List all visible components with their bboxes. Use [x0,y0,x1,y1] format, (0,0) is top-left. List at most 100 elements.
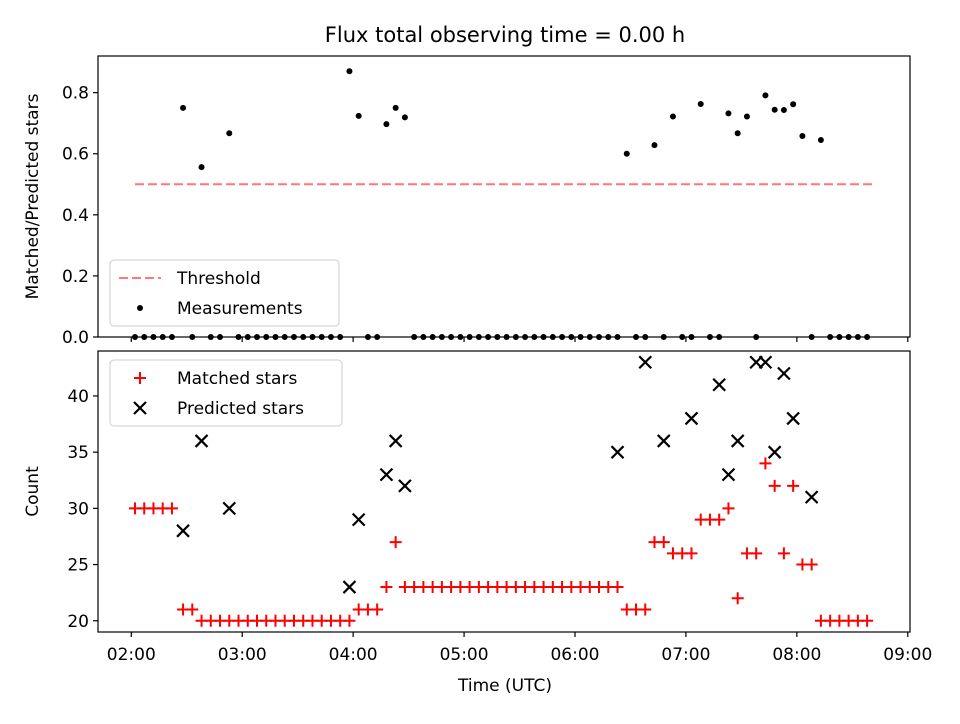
measurement-point [346,68,353,75]
predicted-stars-point [656,434,671,448]
measurement-point [771,106,778,113]
legend-box [109,259,340,327]
measurement-point [392,104,399,111]
y-tick-label: 0.4 [62,206,89,226]
matched-stars-point [750,547,763,560]
predicted-stars-point [777,366,791,381]
legend-label: Predicted stars [177,399,304,419]
matched-stars-point [186,603,199,616]
y-tick-label: 0.6 [62,145,89,165]
matched-stars-point [759,457,772,470]
predicted-stars-point [767,445,782,459]
matched-stars-point [380,581,393,594]
matched-stars-point [768,479,781,492]
legend-label: Matched stars [177,369,297,389]
legend-matched-swatch [134,372,146,384]
measurement-point [790,101,797,108]
measurement-point [725,110,732,117]
measurement-point [180,104,187,111]
matched-stars-point [657,536,670,549]
measurement-point [401,114,408,121]
matched-stars-point [713,513,726,526]
matched-stars-point [787,479,800,492]
predicted-stars-point [804,490,819,504]
x-tick-label: 05:00 [440,645,489,665]
matched-stars-point [805,558,818,571]
measurement-point [799,133,806,140]
predicted-stars-point [721,467,736,482]
matched-stars-point [861,614,874,627]
predicted-stars-point [351,512,366,527]
y-tick-label: 20 [67,612,89,632]
top-panel: 0.00.20.40.60.8 Matched/Predicted stars … [23,55,911,348]
top-plot-frame [97,55,911,338]
x-axis-label: Time (UTC) [457,676,552,696]
y-tick-label: 40 [67,387,89,407]
predicted-stars-point [388,434,403,448]
legend-box [109,359,343,427]
y-tick-label: 0.2 [62,267,89,287]
bottom-plot-area [128,355,874,627]
legend-label: Measurements [177,299,303,319]
top-plot-area [131,68,875,340]
bottom-panel: 02:00 03:00 04:00 05:00 06:00 07:00 08:00 09:00… [23,350,932,665]
predicted-stars-point [730,434,745,448]
x-tick-label: 06:00 [550,645,599,665]
measurement-point [383,121,390,128]
predicted-stars-point [176,524,190,538]
measurement-point [355,112,362,119]
matched-stars-point [389,536,402,549]
measurement-point [817,136,824,143]
matched-stars-point [165,502,178,515]
y-tick-label: 0.0 [62,328,89,348]
measurement-point [762,92,769,99]
measurement-point [623,150,630,157]
top-legend: Threshold Measurements [109,259,340,327]
matched-stars-point [639,603,652,616]
legend-label: Threshold [176,269,261,289]
x-tick-label: 03:00 [218,645,267,665]
predicted-stars-point [712,377,726,392]
predicted-stars-point [684,411,699,426]
measurement-point [780,107,787,114]
predicted-stars-point [222,501,237,516]
predicted-stars-point [758,355,773,370]
matched-stars-point [731,592,744,605]
top-y-axis-label: Matched/Predicted stars [23,93,43,299]
matched-stars-point [371,603,384,616]
chart-title: Flux total observing time = 0.00 h [325,23,685,47]
legend-predicted-swatch [133,401,147,415]
x-tick-label: 07:00 [661,645,710,665]
predicted-stars-point [342,580,357,594]
predicted-stars-point [398,479,412,493]
predicted-stars-point [379,467,394,482]
measurement-point [743,113,750,120]
y-tick-label: 0.8 [62,84,89,104]
bottom-legend: Matched stars Predicted stars [109,359,343,427]
y-tick-label: 25 [67,556,89,576]
matched-stars-point [343,614,356,627]
matched-stars-point [685,547,698,560]
measurement-point [226,130,233,137]
measurement-point [734,130,741,137]
matched-stars-point [777,547,790,560]
x-tick-label: 04:00 [329,645,378,665]
legend-measurements-swatch [137,305,143,311]
bottom-y-axis-label: Count [23,466,43,517]
y-tick-label: 35 [67,443,89,463]
top-axis-ticks: 0.0 0.2 0.4 0.6 0.8 [62,84,909,348]
bottom-plot-frame [97,350,911,633]
measurement-point [697,100,704,107]
predicted-stars-point [638,355,653,370]
y-tick-label: 30 [67,499,89,519]
measurement-point [669,113,676,120]
x-tick-label: 02:00 [107,645,156,665]
bottom-axis-ticks: 02:00 03:00 04:00 05:00 06:00 07:00 08:00 09:00… [67,387,932,665]
matched-stars-point [722,502,735,515]
predicted-stars-point [194,434,209,448]
measurement-point [651,142,658,149]
x-tick-label: 08:00 [772,645,821,665]
predicted-stars-point [610,445,625,459]
predicted-stars-point [786,411,800,426]
